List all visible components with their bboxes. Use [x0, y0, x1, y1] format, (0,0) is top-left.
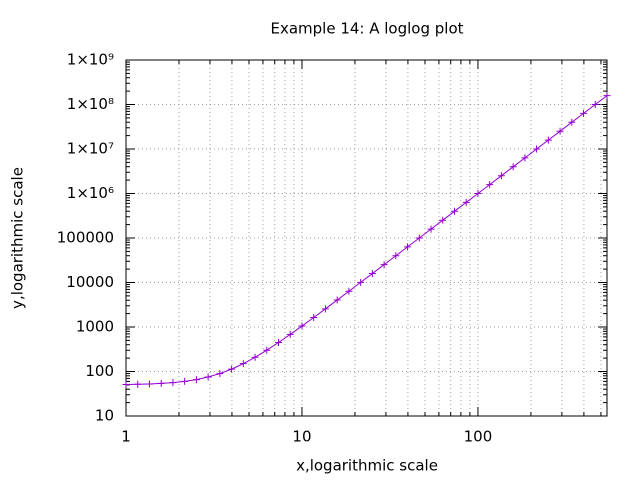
data-point — [497, 172, 505, 180]
x-tick-label: 100 — [464, 428, 493, 446]
data-point — [145, 380, 153, 388]
data-point — [450, 207, 458, 215]
y-tick-label: 1×10⁹ — [67, 51, 114, 69]
chart-title: Example 14: A loglog plot — [270, 20, 463, 38]
data-point — [216, 370, 224, 378]
y-tick-label: 10 — [95, 407, 114, 425]
data-point — [462, 198, 470, 206]
data-point — [568, 118, 576, 126]
data-point — [556, 127, 564, 135]
data-point — [415, 234, 423, 242]
data-point — [521, 154, 529, 162]
y-tick-label: 1×10⁶ — [67, 184, 114, 202]
data-point — [368, 270, 376, 278]
y-tick-label: 10000 — [66, 273, 114, 291]
data-point — [298, 322, 306, 330]
data-point — [333, 296, 341, 304]
data-point — [157, 379, 165, 387]
data-point — [263, 346, 271, 354]
data-point — [486, 181, 494, 189]
data-point — [122, 381, 130, 389]
data-point — [392, 252, 400, 260]
data-point — [580, 109, 588, 117]
data-point — [345, 287, 353, 295]
data-point — [204, 373, 212, 381]
y-tick-label: 1000 — [76, 318, 114, 336]
data-point — [228, 365, 236, 373]
data-point — [286, 330, 294, 338]
data-point — [321, 305, 329, 313]
y-tick-label: 100000 — [57, 229, 114, 247]
data-point — [169, 379, 177, 387]
data-point — [239, 360, 247, 368]
data-point — [134, 380, 142, 388]
x-tick-label: 10 — [292, 428, 311, 446]
data-point — [380, 261, 388, 269]
data-point — [509, 163, 517, 171]
data-point — [310, 313, 318, 321]
data-point — [357, 278, 365, 286]
data-point — [544, 136, 552, 144]
data-point — [603, 92, 611, 100]
data-point — [474, 189, 482, 197]
data-point — [439, 216, 447, 224]
x-tick-label: 1 — [121, 428, 131, 446]
y-axis-label: y,logarithmic scale — [9, 167, 27, 309]
data-point — [251, 353, 259, 361]
data-point — [427, 225, 435, 233]
y-tick-label: 1×10⁸ — [67, 95, 114, 113]
data-point — [181, 377, 189, 385]
data-point — [591, 101, 599, 108]
data-point — [404, 243, 412, 251]
data-point — [275, 339, 283, 347]
y-tick-label: 100 — [85, 362, 114, 380]
data-point — [533, 145, 541, 153]
y-tick-label: 1×10⁷ — [67, 140, 114, 158]
x-axis-label: x,logarithmic scale — [296, 457, 438, 475]
data-point — [192, 376, 200, 384]
plot-border — [125, 59, 608, 417]
